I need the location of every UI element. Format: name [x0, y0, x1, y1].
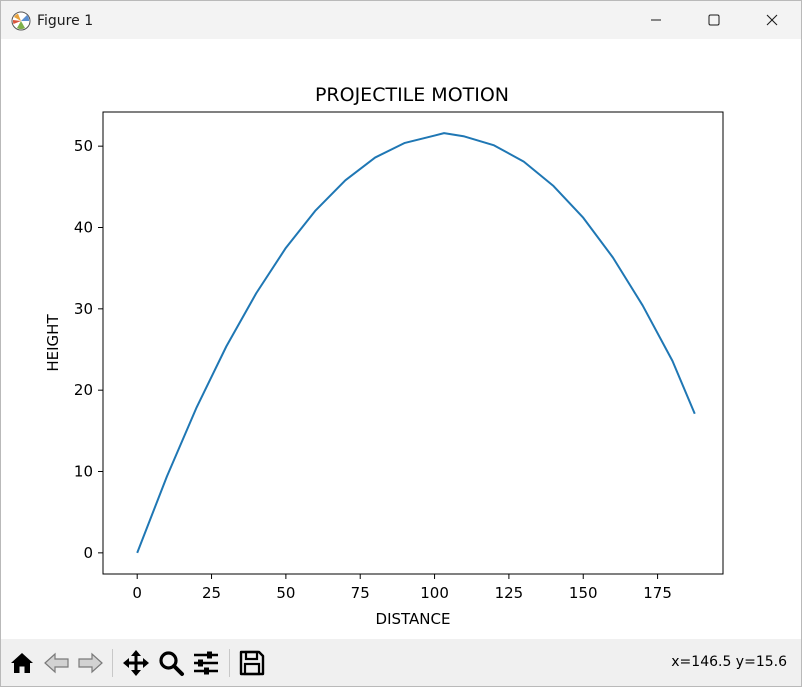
y-tick-label: 20 — [74, 381, 93, 399]
close-button[interactable] — [743, 1, 801, 39]
y-tick-label: 50 — [74, 137, 93, 155]
zoom-icon — [159, 651, 184, 676]
back-button[interactable] — [41, 647, 73, 679]
close-icon — [766, 14, 778, 26]
x-tick-label: 0 — [132, 584, 142, 602]
home-icon — [11, 653, 33, 673]
x-tick-label: 50 — [276, 584, 295, 602]
x-tick-label: 175 — [643, 584, 672, 602]
y-tick-label: 40 — [74, 219, 93, 237]
move-icon — [123, 650, 149, 676]
minimize-icon — [651, 19, 661, 21]
configure-subplots-button[interactable] — [190, 647, 222, 679]
x-tick-label: 25 — [202, 584, 221, 602]
title-bar[interactable]: Figure 1 — [1, 1, 801, 39]
minimize-button[interactable] — [627, 1, 685, 39]
x-tick-label: 125 — [495, 584, 524, 602]
forward-arrow-icon — [78, 652, 103, 674]
x-tick-label: 75 — [351, 584, 370, 602]
trajectory-line — [136, 132, 696, 554]
window-title: Figure 1 — [37, 13, 94, 29]
navigation-toolbar: x=146.5 y=15.6 — [1, 639, 801, 686]
maximize-button[interactable] — [685, 1, 743, 39]
sliders-icon — [194, 651, 218, 675]
toolbar-separator — [229, 649, 230, 677]
y-tick-label: 30 — [74, 300, 93, 318]
x-axis-label: DISTANCE — [376, 610, 451, 628]
toolbar-separator — [112, 649, 113, 677]
maximize-icon — [708, 14, 720, 26]
x-tick-label: 100 — [420, 584, 449, 602]
y-axis-label: HEIGHT — [44, 314, 62, 372]
y-tick-label: 0 — [83, 544, 93, 562]
figure-canvas[interactable]: PROJECTILE MOTION 0 25 50 75 100 125 150 175 0 1… — [1, 39, 801, 639]
chart-title: PROJECTILE MOTION — [315, 84, 509, 106]
y-tick-label: 10 — [74, 463, 93, 481]
x-axis-ticks: 0 25 50 75 100 125 150 175 — [132, 574, 672, 602]
cursor-coordinates: x=146.5 y=15.6 — [671, 654, 787, 670]
home-button[interactable] — [6, 647, 38, 679]
x-tick-label: 150 — [569, 584, 598, 602]
save-button[interactable] — [236, 647, 268, 679]
save-icon — [239, 650, 265, 676]
forward-button[interactable] — [74, 647, 106, 679]
zoom-button[interactable] — [155, 647, 187, 679]
matplotlib-logo-icon — [11, 11, 31, 31]
back-arrow-icon — [44, 652, 69, 674]
projectile-chart[interactable]: PROJECTILE MOTION 0 25 50 75 100 125 150 175 0 1… — [1, 39, 801, 639]
pan-button[interactable] — [120, 647, 152, 679]
plot-area — [102, 111, 724, 575]
y-axis-ticks: 0 10 20 30 40 50 — [74, 137, 103, 562]
